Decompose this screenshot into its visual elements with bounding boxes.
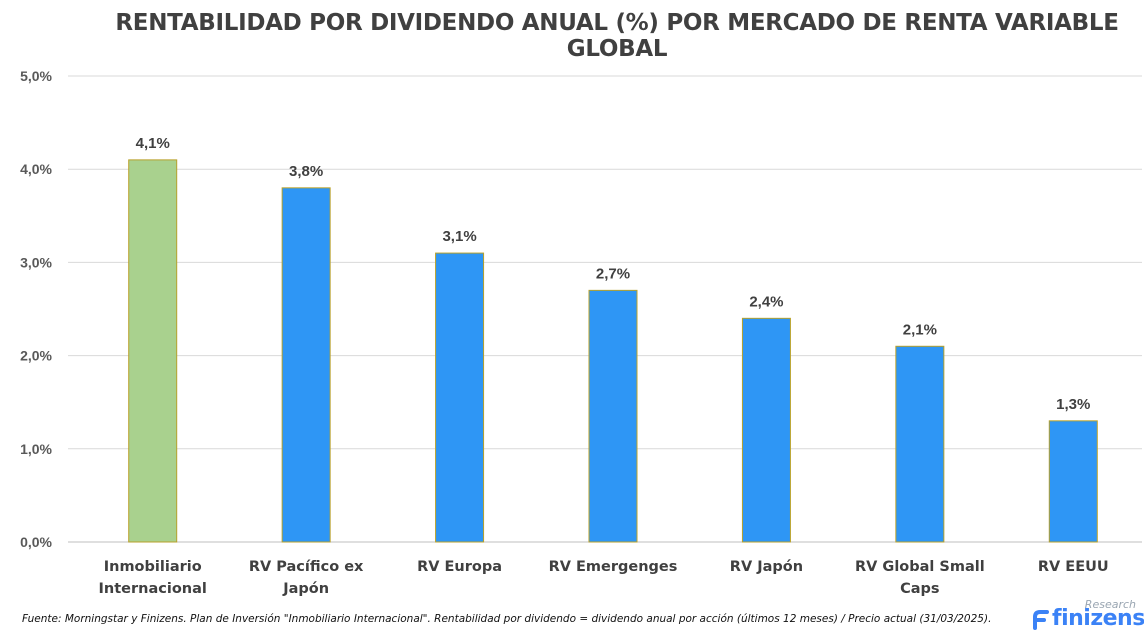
chart-title: RENTABILIDAD POR DIVIDENDO ANUAL (%) POR… <box>115 10 1119 62</box>
bar <box>1048 420 1098 543</box>
bar <box>895 345 945 543</box>
y-tick-label: 1,0% <box>20 441 52 457</box>
bar <box>588 289 638 543</box>
data-label: 1,3% <box>1056 396 1090 413</box>
x-tick-label: Inmobiliario <box>104 559 202 575</box>
x-tick-label: Internacional <box>99 581 207 597</box>
data-label: 2,1% <box>903 321 937 338</box>
data-label: 3,8% <box>289 163 323 180</box>
bar <box>435 252 485 543</box>
finizens-mark-icon <box>1033 610 1049 630</box>
y-tick-label: 3,0% <box>20 254 52 270</box>
bar <box>741 317 791 543</box>
x-tick-label: RV Europa <box>417 559 502 575</box>
x-tick-label: RV Global Small <box>855 559 985 575</box>
data-label: 4,1% <box>136 135 170 152</box>
x-tick-label: RV Pacífico ex <box>249 559 364 575</box>
x-tick-label: Japón <box>282 581 329 597</box>
data-label: 2,4% <box>749 293 783 310</box>
data-label: 2,7% <box>596 265 630 282</box>
finizens-logo: Research finizens <box>1030 598 1144 632</box>
x-tick-label: Caps <box>900 581 939 597</box>
logo-wordmark: finizens <box>1052 606 1144 631</box>
y-tick-label: 5,0% <box>20 68 52 84</box>
source-footnote: Fuente: Morningstar y Finizens. Plan de … <box>22 613 992 625</box>
x-tick-label: RV Japón <box>730 559 803 575</box>
logo-research-tag: Research <box>1084 598 1136 611</box>
bar <box>281 187 331 543</box>
bar-chart: 0,0% 1,0% 2,0% 3,0% 4,0% 5,0% 4,1% Inmobiliario… <box>20 68 1142 597</box>
y-tick-label: 2,0% <box>20 348 52 364</box>
y-tick-label: 4,0% <box>20 161 52 177</box>
y-tick-label: 0,0% <box>20 534 52 550</box>
data-label: 3,1% <box>442 228 476 245</box>
x-tick-label: RV EEUU <box>1038 559 1109 575</box>
bar <box>128 159 178 543</box>
x-tick-label: RV Emergenges <box>549 559 678 575</box>
